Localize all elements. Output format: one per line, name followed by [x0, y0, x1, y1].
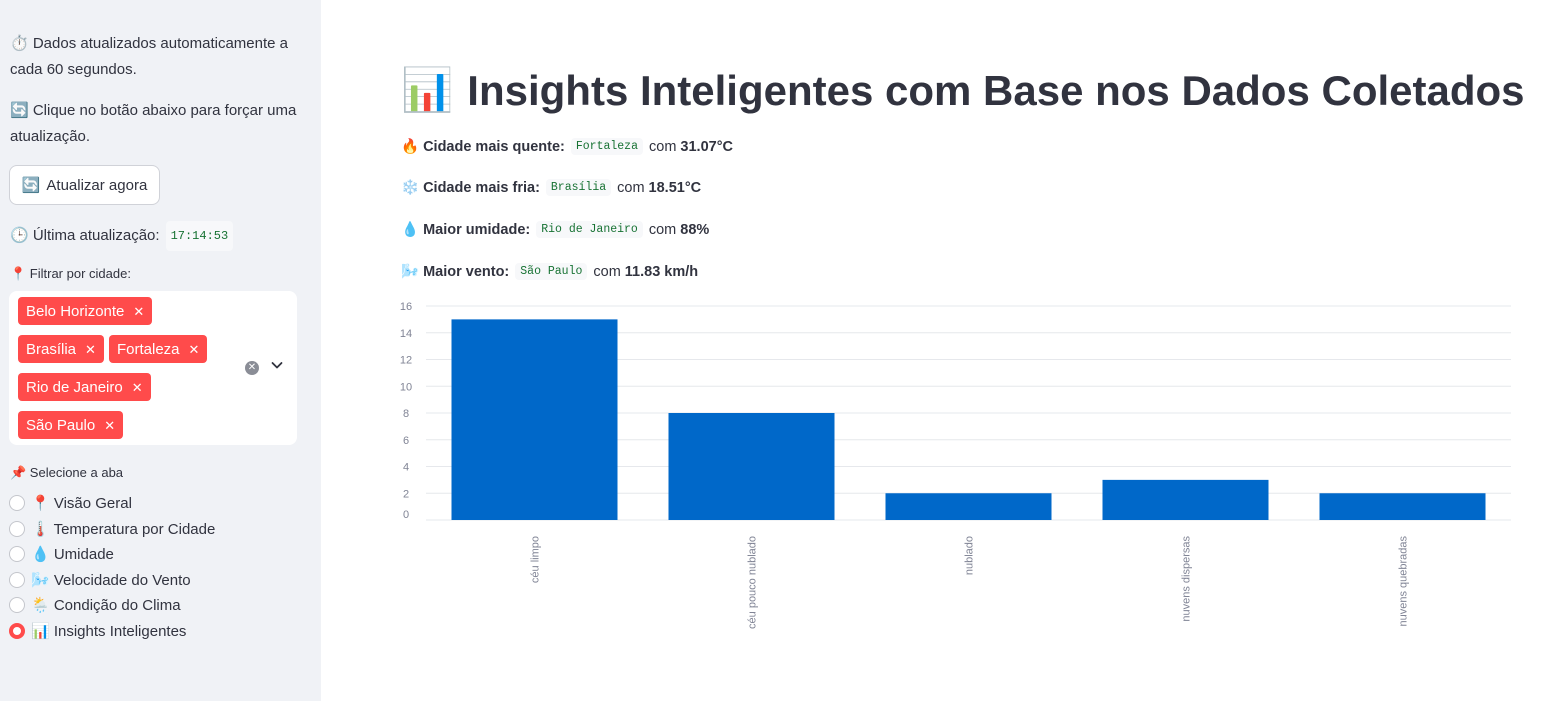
- insight-wind: 🌬️ Maior vento: São Paulo com 11.83 km/h: [401, 263, 698, 280]
- y-tick-label: 2: [403, 488, 409, 500]
- insight-value: 88%: [680, 221, 710, 238]
- bar-chart-icon: 📊: [401, 66, 454, 113]
- insight-label: Maior vento:: [423, 263, 510, 280]
- radio-button[interactable]: [9, 495, 25, 511]
- bar: [668, 413, 835, 520]
- insight-connector: com: [593, 263, 621, 280]
- insight-city: São Paulo: [515, 263, 588, 280]
- insight-city: Brasília: [545, 179, 612, 196]
- bar: [885, 493, 1052, 520]
- city-tag-label: Fortaleza: [117, 340, 180, 358]
- tab-label: 🌡️ Temperatura por Cidade: [31, 521, 216, 538]
- droplet-icon: 💧: [401, 222, 420, 238]
- page-title-text: Insights Inteligentes com Base nos Dados…: [467, 66, 1525, 114]
- city-tag-label: Rio de Janeiro: [26, 378, 123, 396]
- tab-label: 🌦️ Condição do Clima: [31, 597, 181, 614]
- y-tick-label: 0: [403, 509, 409, 521]
- x-tick-label: céu limpo: [530, 536, 542, 583]
- remove-tag-icon[interactable]: ✕: [188, 341, 200, 357]
- main-content: 📊 Insights Inteligentes com Base nos Dad…: [321, 0, 1565, 701]
- remove-tag-icon[interactable]: ✕: [133, 303, 145, 319]
- insight-label: Cidade mais fria:: [423, 179, 540, 196]
- tab-condicao-clima[interactable]: 🌦️ Condição do Clima: [9, 594, 181, 616]
- radio-button[interactable]: [9, 597, 25, 613]
- insight-value: 18.51°C: [648, 179, 702, 196]
- remove-tag-icon[interactable]: ✕: [85, 341, 96, 357]
- chevron-down-icon[interactable]: [270, 358, 284, 372]
- city-multiselect[interactable]: Belo Horizonte ✕ Brasília ✕ Fortaleza ✕ …: [9, 291, 297, 445]
- y-tick-label: 4: [403, 462, 409, 474]
- last-update-label: 🕒 Última atualização:: [10, 227, 160, 244]
- insight-city: Rio de Janeiro: [536, 221, 643, 238]
- city-tag-label: Belo Horizonte: [26, 302, 125, 320]
- radio-button[interactable]: [9, 546, 25, 562]
- city-tag: Fortaleza ✕: [109, 335, 208, 363]
- city-tag: Brasília ✕: [18, 335, 104, 363]
- bar: [1319, 493, 1486, 520]
- remove-tag-icon[interactable]: ✕: [131, 379, 143, 395]
- insight-hottest: 🔥 Cidade mais quente: Fortaleza com 31.0…: [401, 138, 733, 155]
- y-tick-label: 12: [400, 355, 412, 367]
- click-hint-text: 🔄 Clique no botão abaixo para forçar uma…: [10, 102, 297, 145]
- tab-label: 🌬️ Velocidade do Vento: [31, 572, 191, 589]
- insight-connector: com: [648, 221, 677, 238]
- insight-value: 11.83 km/h: [624, 263, 699, 280]
- insight-connector: com: [649, 138, 677, 155]
- tab-insights[interactable]: 📊 Insights Inteligentes: [9, 620, 186, 642]
- y-tick-label: 14: [400, 328, 412, 340]
- x-tick-label: nublado: [964, 536, 976, 575]
- insight-humidity: 💧 Maior umidade: Rio de Janeiro com 88%: [401, 221, 709, 238]
- tab-umidade[interactable]: 💧 Umidade: [9, 543, 114, 565]
- last-update-value: 17:14:53: [165, 221, 234, 251]
- tab-velocidade-vento[interactable]: 🌬️ Velocidade do Vento: [9, 569, 191, 591]
- auto-update-text: ⏱️ Dados atualizados automaticamente a c…: [10, 35, 288, 78]
- fire-icon: 🔥: [401, 139, 420, 155]
- insight-coldest: ❄️ Cidade mais fria: Brasília com 18.51°…: [401, 179, 701, 196]
- city-tag: São Paulo ✕: [18, 411, 124, 439]
- update-now-button[interactable]: 🔄 Atualizar agora: [9, 165, 160, 205]
- y-tick-label: 16: [400, 301, 412, 313]
- tab-visao-geral[interactable]: 📍 Visão Geral: [9, 492, 132, 514]
- insight-connector: com: [617, 179, 645, 196]
- bar: [1102, 479, 1269, 520]
- snowflake-icon: ❄️: [401, 180, 420, 196]
- weather-condition-bar-chart: 0 2 4 6 8 10 12 14 16 céu limpo céu pouco nublado n…: [400, 301, 1511, 629]
- insight-value: 31.07°C: [680, 138, 733, 155]
- y-tick-label: 10: [400, 381, 412, 393]
- city-filter-label: 📍 Filtrar por cidade:: [10, 266, 131, 281]
- update-now-label: Atualizar agora: [46, 176, 148, 194]
- wind-icon: 🌬️: [401, 264, 420, 280]
- remove-tag-icon[interactable]: ✕: [104, 417, 116, 433]
- x-tick-label: céu pouco nublado: [747, 536, 759, 629]
- tab-temperatura[interactable]: 🌡️ Temperatura por Cidade: [9, 518, 215, 540]
- y-tick-label: 6: [403, 435, 409, 447]
- radio-button[interactable]: [9, 572, 25, 588]
- clear-all-icon[interactable]: ✕: [245, 361, 259, 375]
- y-tick-label: 8: [403, 408, 409, 420]
- last-update-row: 🕒 Última atualização: 17:14:53: [10, 221, 305, 251]
- insight-city: Fortaleza: [570, 138, 643, 155]
- sidebar: ⏱️ Dados atualizados automaticamente a c…: [0, 0, 321, 701]
- tab-select-label: 📌 Selecione a aba: [10, 465, 124, 480]
- radio-button-selected[interactable]: [9, 623, 25, 639]
- city-tag-label: São Paulo: [26, 416, 96, 434]
- city-tag: Belo Horizonte ✕: [18, 297, 153, 325]
- tab-label: 📊 Insights Inteligentes: [31, 623, 187, 640]
- radio-button[interactable]: [9, 521, 25, 537]
- city-tag: Rio de Janeiro ✕: [18, 373, 151, 401]
- x-tick-label: nuvens quebradas: [1398, 536, 1410, 627]
- x-tick-label: nuvens dispersas: [1181, 536, 1193, 622]
- refresh-icon: 🔄: [21, 177, 41, 194]
- insight-label: Maior umidade:: [423, 221, 531, 238]
- bar: [451, 319, 618, 520]
- tab-label: 💧 Umidade: [31, 546, 114, 563]
- tab-label: 📍 Visão Geral: [31, 495, 132, 512]
- insight-label: Cidade mais quente:: [423, 138, 565, 155]
- city-tag-label: Brasília: [26, 340, 77, 358]
- page-title: 📊 Insights Inteligentes com Base nos Dad…: [401, 66, 1525, 115]
